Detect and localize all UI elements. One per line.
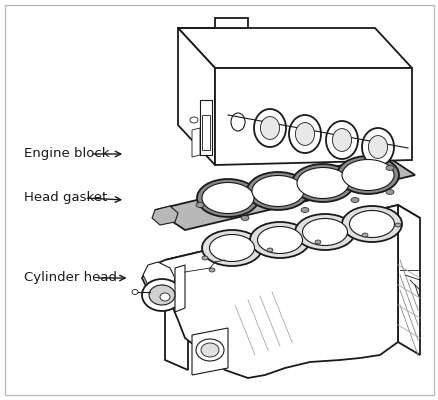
Ellipse shape	[148, 285, 175, 305]
Polygon shape	[175, 265, 184, 312]
Ellipse shape	[240, 216, 248, 220]
Ellipse shape	[132, 290, 138, 294]
Ellipse shape	[141, 279, 182, 311]
Polygon shape	[200, 100, 212, 155]
Ellipse shape	[385, 190, 393, 194]
Polygon shape	[165, 205, 419, 272]
Ellipse shape	[251, 176, 303, 206]
Ellipse shape	[361, 233, 367, 237]
Ellipse shape	[336, 156, 398, 194]
Ellipse shape	[208, 268, 215, 272]
Polygon shape	[143, 262, 175, 298]
Ellipse shape	[254, 109, 285, 147]
Ellipse shape	[197, 179, 258, 217]
Ellipse shape	[249, 222, 309, 258]
Ellipse shape	[385, 166, 393, 170]
Ellipse shape	[297, 168, 348, 198]
Ellipse shape	[314, 240, 320, 244]
Polygon shape	[155, 155, 414, 230]
Ellipse shape	[350, 198, 358, 202]
Text: Head gasket: Head gasket	[24, 192, 107, 204]
Ellipse shape	[247, 172, 308, 210]
Text: Cylinder head: Cylinder head	[24, 272, 117, 284]
Ellipse shape	[195, 339, 223, 361]
Ellipse shape	[209, 234, 254, 262]
Ellipse shape	[201, 343, 219, 357]
Ellipse shape	[195, 202, 204, 208]
Ellipse shape	[300, 208, 308, 212]
Ellipse shape	[361, 128, 393, 166]
Polygon shape	[215, 18, 247, 28]
Ellipse shape	[201, 230, 261, 266]
Text: Engine block: Engine block	[24, 148, 110, 160]
Ellipse shape	[394, 223, 400, 227]
Polygon shape	[397, 205, 419, 355]
Ellipse shape	[190, 117, 198, 123]
Polygon shape	[215, 68, 411, 165]
Ellipse shape	[159, 293, 170, 301]
Ellipse shape	[260, 117, 279, 139]
Ellipse shape	[325, 121, 357, 159]
Ellipse shape	[257, 226, 302, 254]
Ellipse shape	[349, 210, 394, 238]
Ellipse shape	[230, 113, 244, 131]
Polygon shape	[191, 328, 227, 375]
Polygon shape	[152, 206, 177, 225]
Ellipse shape	[266, 248, 272, 252]
Polygon shape	[201, 115, 209, 150]
Ellipse shape	[341, 206, 401, 242]
Polygon shape	[141, 205, 397, 378]
Ellipse shape	[201, 182, 254, 214]
Polygon shape	[165, 260, 187, 370]
Ellipse shape	[332, 129, 351, 151]
Polygon shape	[177, 28, 411, 68]
Ellipse shape	[295, 122, 314, 146]
Ellipse shape	[367, 136, 387, 158]
Ellipse shape	[201, 256, 208, 260]
Ellipse shape	[302, 218, 347, 246]
Ellipse shape	[294, 214, 354, 250]
Ellipse shape	[288, 115, 320, 153]
Ellipse shape	[291, 164, 353, 202]
Polygon shape	[191, 128, 200, 157]
Ellipse shape	[341, 160, 393, 190]
Polygon shape	[177, 28, 215, 165]
